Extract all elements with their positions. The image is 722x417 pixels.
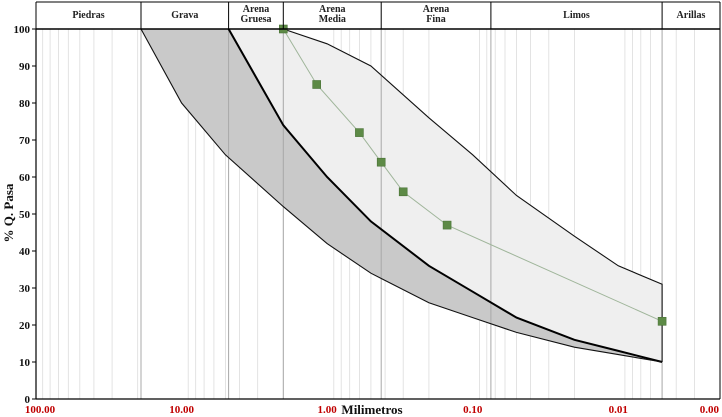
y-tick-label: 50 — [19, 209, 31, 221]
series-point — [657, 316, 667, 326]
y-tick-label: 90 — [19, 61, 31, 73]
category-label-line: Piedras — [72, 10, 104, 21]
y-tick-label: 60 — [19, 172, 31, 184]
category-label-line: Media — [319, 14, 346, 25]
category-label-line: Grava — [171, 10, 198, 21]
envelope-lines — [140, 28, 663, 363]
category-label: Arena Gruesa — [240, 4, 271, 25]
x-tick-label: 10.00 — [169, 404, 194, 416]
y-gridlines — [32, 28, 36, 400]
y-tick-label: 80 — [19, 98, 31, 110]
x-tick-label: 0.00 — [700, 404, 720, 416]
y-tick-label: 0 — [25, 394, 31, 406]
y-tick-label: 20 — [19, 320, 31, 332]
y-axis-title: % Q. Pasa — [1, 183, 16, 242]
series-point — [355, 128, 364, 137]
upper-envelope-line — [283, 28, 663, 362]
category-label-line: Arena — [319, 4, 345, 15]
category-label: Limos — [563, 10, 590, 21]
series-point — [398, 187, 408, 197]
x-tick-labels: 100.00 10.00 1.00 0.10 0.01 0.00 — [25, 404, 720, 416]
category-label: Arena Media — [319, 4, 346, 25]
category-label: Piedras — [72, 10, 104, 21]
x-tick-label: 100.00 — [25, 404, 56, 416]
series-point — [376, 157, 386, 167]
lower-envelope-line — [140, 28, 663, 363]
x-axis-title: Milimetros — [341, 402, 402, 417]
category-label-line: Arena — [423, 4, 449, 15]
category-label-line: Fina — [426, 14, 445, 25]
x-tick-label: 0.10 — [463, 404, 483, 416]
y-tick-label: 10 — [19, 357, 31, 369]
series-point — [312, 80, 322, 89]
category-label: Arena Fina — [423, 4, 449, 25]
y-tick-label: 40 — [19, 246, 31, 258]
category-label-line: Arillas — [677, 10, 706, 21]
category-label-line: Arena — [243, 4, 269, 15]
category-label-line: Limos — [563, 10, 590, 21]
y-tick-label: 70 — [19, 135, 31, 147]
x-tick-label: 1.00 — [317, 404, 337, 416]
upper-envelope-band — [228, 29, 663, 362]
y-tick-label: 100 — [14, 24, 31, 36]
y-tick-label: 30 — [19, 283, 31, 295]
envelope-bands — [141, 29, 663, 362]
category-label: Grava — [171, 10, 198, 21]
series-point — [442, 220, 452, 230]
x-tick-label: 0.01 — [609, 404, 628, 416]
plot-frame — [35, 2, 721, 400]
y-tick-labels: 0 10 20 30 40 50 60 70 80 90 100 — [14, 24, 31, 406]
middle-envelope-line — [227, 28, 663, 363]
category-dividers — [140, 29, 663, 399]
lower-envelope-band — [141, 29, 663, 362]
category-label-line: Gruesa — [240, 14, 271, 25]
category-label: Arillas — [677, 10, 706, 21]
